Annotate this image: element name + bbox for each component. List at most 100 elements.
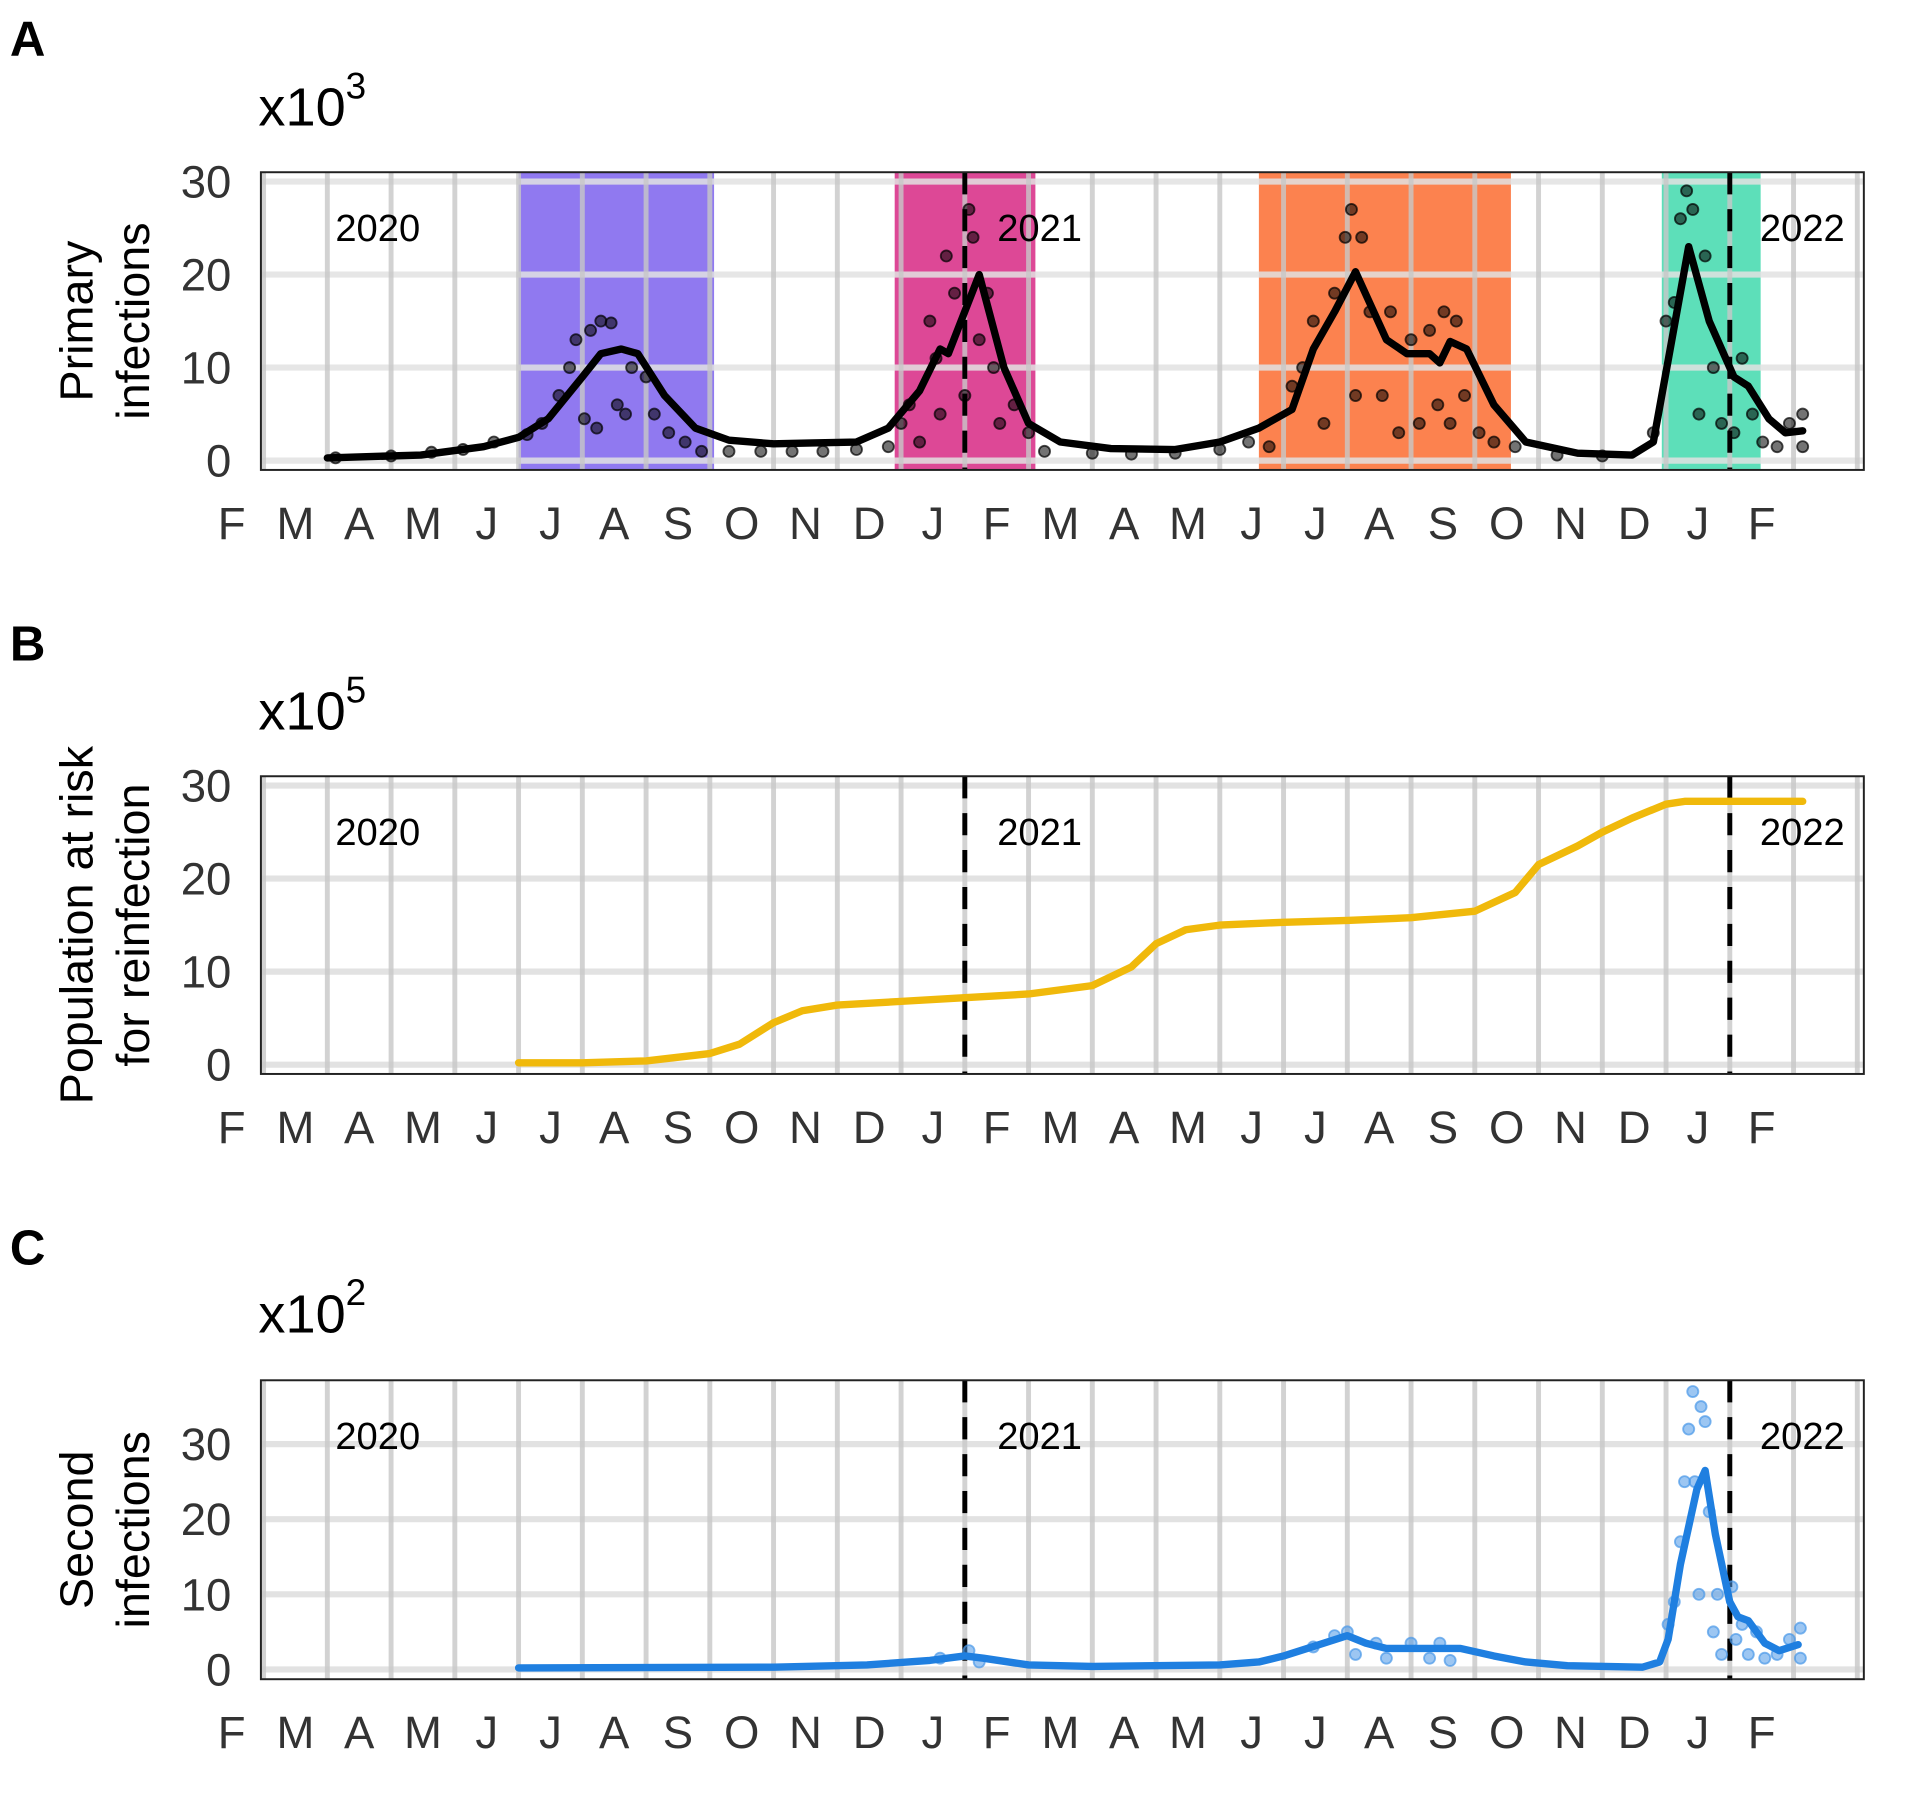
data-point bbox=[754, 444, 768, 458]
y-tick-label: 30 bbox=[181, 1419, 232, 1470]
x-tick-label: D bbox=[1618, 1102, 1651, 1153]
x-tick-label: M bbox=[277, 498, 315, 549]
x-tick-label: A bbox=[1109, 1102, 1140, 1153]
data-point bbox=[1706, 1625, 1720, 1639]
data-point bbox=[913, 435, 927, 449]
x-tick-label: D bbox=[853, 498, 886, 549]
panel-letter: B bbox=[10, 617, 46, 672]
data-point bbox=[590, 421, 604, 435]
x-tick-label: J bbox=[922, 1102, 945, 1153]
data-point bbox=[1458, 389, 1471, 402]
data-point bbox=[1392, 426, 1406, 440]
x-tick-label: J bbox=[1687, 498, 1710, 549]
x-tick-label: N bbox=[789, 498, 822, 549]
data-point bbox=[1682, 1422, 1696, 1436]
x-tick-label: M bbox=[404, 498, 442, 549]
data-point bbox=[678, 435, 692, 449]
x-tick-label: M bbox=[277, 1707, 315, 1758]
x-tick-label: D bbox=[853, 1102, 886, 1153]
axis-multiplier: x103 bbox=[258, 65, 366, 137]
x-tick-label: A bbox=[599, 498, 630, 549]
plot-border bbox=[259, 775, 1865, 1075]
x-tick-label: J bbox=[475, 1707, 498, 1758]
data-point bbox=[1694, 1400, 1708, 1414]
data-point bbox=[1355, 230, 1369, 244]
x-tick-label: J bbox=[1240, 1707, 1263, 1758]
series-line bbox=[514, 1466, 1802, 1672]
data-point bbox=[1673, 212, 1687, 226]
y-axis-title: infections bbox=[107, 1431, 159, 1628]
x-tick-label: O bbox=[1489, 1707, 1524, 1758]
y-tick-label: 10 bbox=[181, 1569, 232, 1620]
x-tick-label: N bbox=[1554, 1707, 1587, 1758]
multiplier-base: x10 bbox=[258, 682, 345, 742]
data-point bbox=[1711, 1587, 1724, 1601]
data-point bbox=[816, 444, 830, 458]
data-point bbox=[1735, 351, 1749, 365]
data-point bbox=[1375, 389, 1389, 402]
axis-multiplier: x102 bbox=[258, 1272, 366, 1344]
data-point bbox=[625, 361, 639, 375]
multiplier-base: x10 bbox=[258, 1284, 345, 1344]
y-tick-label: 20 bbox=[181, 854, 232, 905]
data-point bbox=[1449, 314, 1463, 328]
x-tick-label: O bbox=[1489, 498, 1524, 549]
y-tick-label: 0 bbox=[206, 436, 231, 487]
x-tick-label: M bbox=[277, 1102, 315, 1153]
x-tick-label: M bbox=[404, 1102, 442, 1153]
data-point bbox=[1443, 416, 1457, 430]
data-point bbox=[923, 314, 937, 328]
data-point bbox=[563, 361, 577, 375]
data-point bbox=[722, 444, 736, 458]
data-point bbox=[1796, 440, 1810, 454]
data-point bbox=[1379, 1651, 1393, 1665]
data-point bbox=[958, 389, 972, 402]
data-point bbox=[1756, 435, 1770, 449]
x-tick-label: O bbox=[1489, 1102, 1524, 1153]
x-tick-label: J bbox=[922, 498, 945, 549]
x-tick-label: M bbox=[1169, 498, 1207, 549]
data-point bbox=[1328, 286, 1342, 300]
data-point bbox=[619, 407, 632, 421]
data-point bbox=[1443, 1653, 1457, 1667]
x-tick-label: J bbox=[1240, 498, 1263, 549]
x-tick-label: F bbox=[983, 1102, 1011, 1153]
axis-multiplier: x105 bbox=[258, 669, 366, 741]
x-tick-label: A bbox=[599, 1102, 630, 1153]
y-tick-label: 0 bbox=[206, 1644, 231, 1695]
data-point bbox=[972, 333, 986, 347]
x-tick-label: O bbox=[724, 498, 759, 549]
data-point bbox=[1758, 1651, 1772, 1665]
data-point bbox=[1338, 230, 1352, 244]
data-point bbox=[1698, 1415, 1712, 1429]
data-point bbox=[1472, 426, 1486, 440]
y-axis-title: Primary bbox=[50, 240, 102, 402]
x-tick-label: A bbox=[599, 1707, 630, 1758]
x-tick-label: A bbox=[1364, 1707, 1395, 1758]
y-tick-label: 10 bbox=[181, 947, 232, 998]
data-point bbox=[933, 407, 947, 421]
data-point bbox=[948, 286, 961, 300]
x-tick-label: F bbox=[983, 498, 1011, 549]
data-point bbox=[1680, 184, 1694, 198]
data-point bbox=[1423, 1651, 1437, 1665]
data-point bbox=[610, 398, 624, 412]
plot-border bbox=[259, 1379, 1865, 1681]
x-tick-label: S bbox=[1428, 1102, 1458, 1153]
data-point bbox=[1262, 440, 1276, 454]
plot-border bbox=[259, 171, 1865, 471]
x-tick-label: O bbox=[724, 1707, 759, 1758]
data-point bbox=[1793, 1651, 1807, 1665]
x-tick-label: S bbox=[663, 1102, 693, 1153]
data-point bbox=[1437, 305, 1451, 319]
data-point bbox=[987, 361, 1001, 375]
data-point bbox=[1727, 426, 1741, 440]
x-tick-label: F bbox=[983, 1707, 1011, 1758]
x-tick-label: J bbox=[1687, 1707, 1710, 1758]
year-label: 2021 bbox=[997, 811, 1082, 854]
y-tick-label: 20 bbox=[181, 1494, 232, 1545]
data-point bbox=[785, 444, 799, 458]
data-point bbox=[1659, 314, 1673, 328]
